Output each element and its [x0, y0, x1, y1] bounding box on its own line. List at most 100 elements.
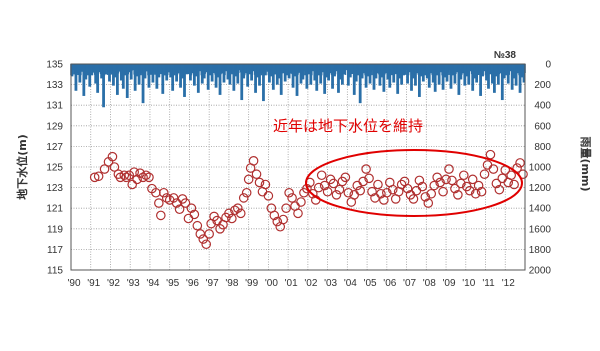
rainfall-bar — [431, 64, 434, 76]
rainfall-bar — [316, 64, 319, 74]
rainfall-bar — [476, 64, 479, 70]
rainfall-bar — [315, 64, 318, 69]
rainfall-bar — [169, 64, 172, 74]
x-tick-label: '95 — [166, 278, 179, 289]
rainfall-bar — [107, 64, 110, 73]
groundwater-point — [243, 174, 254, 185]
x-tick-labels: '90 '91 '92 '93 '94 '95 '96 '97 '98 '99 '00 '01 '02 '… — [67, 278, 515, 289]
x-tick-label: '06 — [383, 278, 396, 289]
rainfall-bar — [130, 64, 133, 76]
rainfall-bar — [383, 64, 385, 69]
rainfall-bar — [461, 64, 463, 75]
groundwater-point — [144, 172, 154, 183]
rainfall-bar — [452, 64, 454, 72]
groundwater-point — [293, 208, 303, 219]
groundwater-point — [107, 151, 118, 162]
rainfall-bar — [286, 64, 288, 70]
groundwater-point — [89, 172, 100, 183]
rainfall-bar — [135, 64, 137, 69]
groundwater-point — [361, 164, 371, 174]
groundwater-point — [373, 179, 383, 190]
rainfall-bar — [185, 64, 188, 69]
rainfall-bar — [425, 64, 429, 79]
groundwater-point — [158, 187, 169, 198]
rainfall-bar — [498, 64, 502, 74]
groundwater-point — [515, 158, 525, 168]
rainfall-bar — [340, 64, 343, 75]
groundwater-point — [186, 203, 197, 213]
groundwater-point — [308, 188, 318, 199]
groundwater-point — [278, 214, 288, 225]
rainfall-bar — [230, 64, 232, 74]
rainfall-bar — [105, 64, 108, 70]
groundwater-points — [89, 149, 528, 250]
rainfall-bar — [125, 64, 128, 69]
groundwater-point — [459, 170, 469, 181]
x-tick-label: '97 — [206, 278, 219, 289]
rainfall-bar — [468, 64, 471, 72]
rainfall-bar — [387, 64, 389, 73]
rainfall-bar — [372, 64, 376, 90]
rainfall-bar — [214, 64, 218, 88]
rainfall-bar — [334, 64, 337, 75]
rainfall-bar — [384, 64, 386, 75]
rainfall-bar — [327, 64, 330, 76]
rainfall-bar — [416, 64, 419, 70]
rainfall-bar — [489, 64, 492, 75]
x-tick-label: '07 — [403, 278, 416, 289]
rainfall-bar — [431, 64, 435, 83]
rainfall-bar — [141, 64, 145, 104]
rainfall-bar — [325, 64, 329, 78]
rainfall-bar — [82, 64, 86, 96]
rainfall-bar — [491, 64, 494, 76]
right-y-tick-label: 2000 — [529, 266, 552, 277]
rainfall-bar — [141, 64, 143, 72]
rainfall-bar — [184, 64, 187, 72]
groundwater-point — [491, 178, 502, 189]
rainfall-bar — [99, 64, 102, 74]
rainfall-bar — [382, 64, 386, 92]
rainfall-bar — [210, 64, 212, 75]
rainfall-bar — [350, 64, 353, 74]
rainfall-bar — [352, 64, 356, 95]
rainfall-bar — [314, 64, 317, 73]
rainfall-bar — [504, 64, 507, 75]
rainfall-bar — [109, 64, 112, 74]
rainfall-bar — [435, 64, 439, 76]
rainfall-bar — [377, 64, 379, 74]
rainfall-bar — [522, 64, 526, 83]
rainfall-bar — [490, 64, 493, 73]
right-y-axis-title: 雨量(mm) — [579, 137, 592, 192]
rainfall-bar — [94, 64, 97, 70]
rainfall-bar — [110, 64, 113, 75]
rainfall-bar — [364, 64, 368, 88]
rainfall-bar — [106, 64, 109, 75]
groundwater-point — [124, 170, 135, 181]
groundwater-point — [382, 187, 392, 198]
rainfall-bar — [112, 64, 115, 71]
rainfall-bar — [483, 64, 486, 71]
rainfall-bar — [129, 64, 132, 71]
rainfall-bar — [408, 64, 411, 72]
rainfall-bar — [322, 64, 325, 69]
left-y-tick-label: 117 — [47, 245, 63, 256]
rainfall-bar — [514, 64, 516, 74]
rainfall-bar — [372, 64, 374, 70]
rainfall-bar — [183, 64, 186, 97]
rainfall-bar — [229, 64, 231, 69]
rainfall-bar — [398, 64, 402, 79]
groundwater-point — [263, 191, 274, 201]
left-y-tick-label: 131 — [46, 101, 63, 112]
rainfall-bar — [266, 64, 269, 72]
rainfall-bar — [463, 64, 466, 73]
rainfall-bar — [402, 64, 405, 69]
rainfall-bar — [134, 64, 136, 74]
annotation-text: 近年は地下水位を維持 — [273, 117, 423, 135]
rainfall-bar — [221, 64, 223, 74]
rainfall-bar — [441, 64, 445, 90]
rainfall-bar — [215, 64, 217, 69]
rainfall-bar — [391, 64, 394, 72]
rainfall-bar — [473, 64, 476, 72]
rainfall-bar — [338, 64, 341, 71]
rainfall-bar — [161, 64, 163, 74]
